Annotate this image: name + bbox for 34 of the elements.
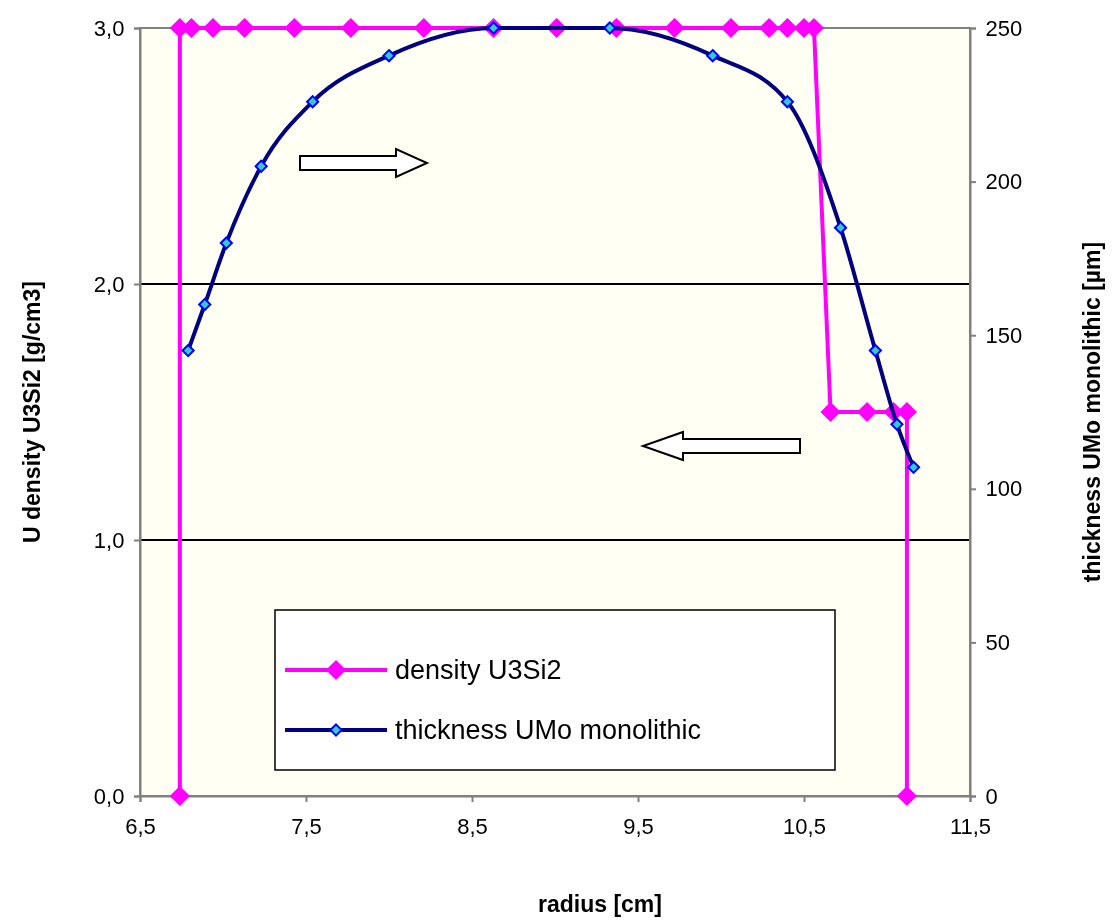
x-tick-label: 7,5 bbox=[291, 813, 322, 839]
y2-tick-label: 50 bbox=[985, 629, 1011, 655]
y-tick-label: 3,0 bbox=[93, 15, 125, 41]
point bbox=[413, 17, 434, 39]
y-axis-title: U density U3Si2 [g/cm3] bbox=[19, 280, 45, 544]
point bbox=[759, 17, 780, 39]
point bbox=[777, 17, 798, 39]
point bbox=[896, 785, 918, 807]
y2-axis-title: thickness UMo monolithic [µm] bbox=[1079, 241, 1105, 583]
x-tick-label: 11,5 bbox=[949, 813, 992, 839]
point bbox=[664, 17, 685, 39]
y2-tick-label: 0 bbox=[985, 783, 998, 809]
y2-tick-label: 150 bbox=[985, 322, 1023, 348]
x-tick-label: 8,5 bbox=[457, 813, 488, 839]
point bbox=[234, 17, 255, 39]
y2-tick-label: 200 bbox=[985, 169, 1023, 195]
x-tick-label: 6,5 bbox=[125, 813, 156, 839]
x-tick-label: 10,5 bbox=[783, 813, 826, 839]
y-tick-label: 0,0 bbox=[93, 783, 125, 809]
y-tick-label: 2,0 bbox=[93, 271, 125, 297]
point bbox=[720, 17, 742, 39]
legend-label: thickness UMo monolithic bbox=[395, 715, 702, 745]
legend-label: density U3Si2 bbox=[395, 655, 562, 685]
y-tick-label: 1,0 bbox=[93, 527, 125, 553]
point bbox=[284, 17, 305, 39]
point bbox=[856, 401, 878, 423]
x-axis-title: radius [cm] bbox=[538, 891, 662, 917]
y2-tick-label: 100 bbox=[985, 476, 1023, 502]
point bbox=[169, 785, 190, 807]
y2-tick-label: 250 bbox=[985, 15, 1023, 41]
point bbox=[820, 401, 841, 423]
point bbox=[202, 17, 224, 39]
point bbox=[340, 17, 361, 39]
x-tick-label: 9,5 bbox=[623, 813, 654, 839]
